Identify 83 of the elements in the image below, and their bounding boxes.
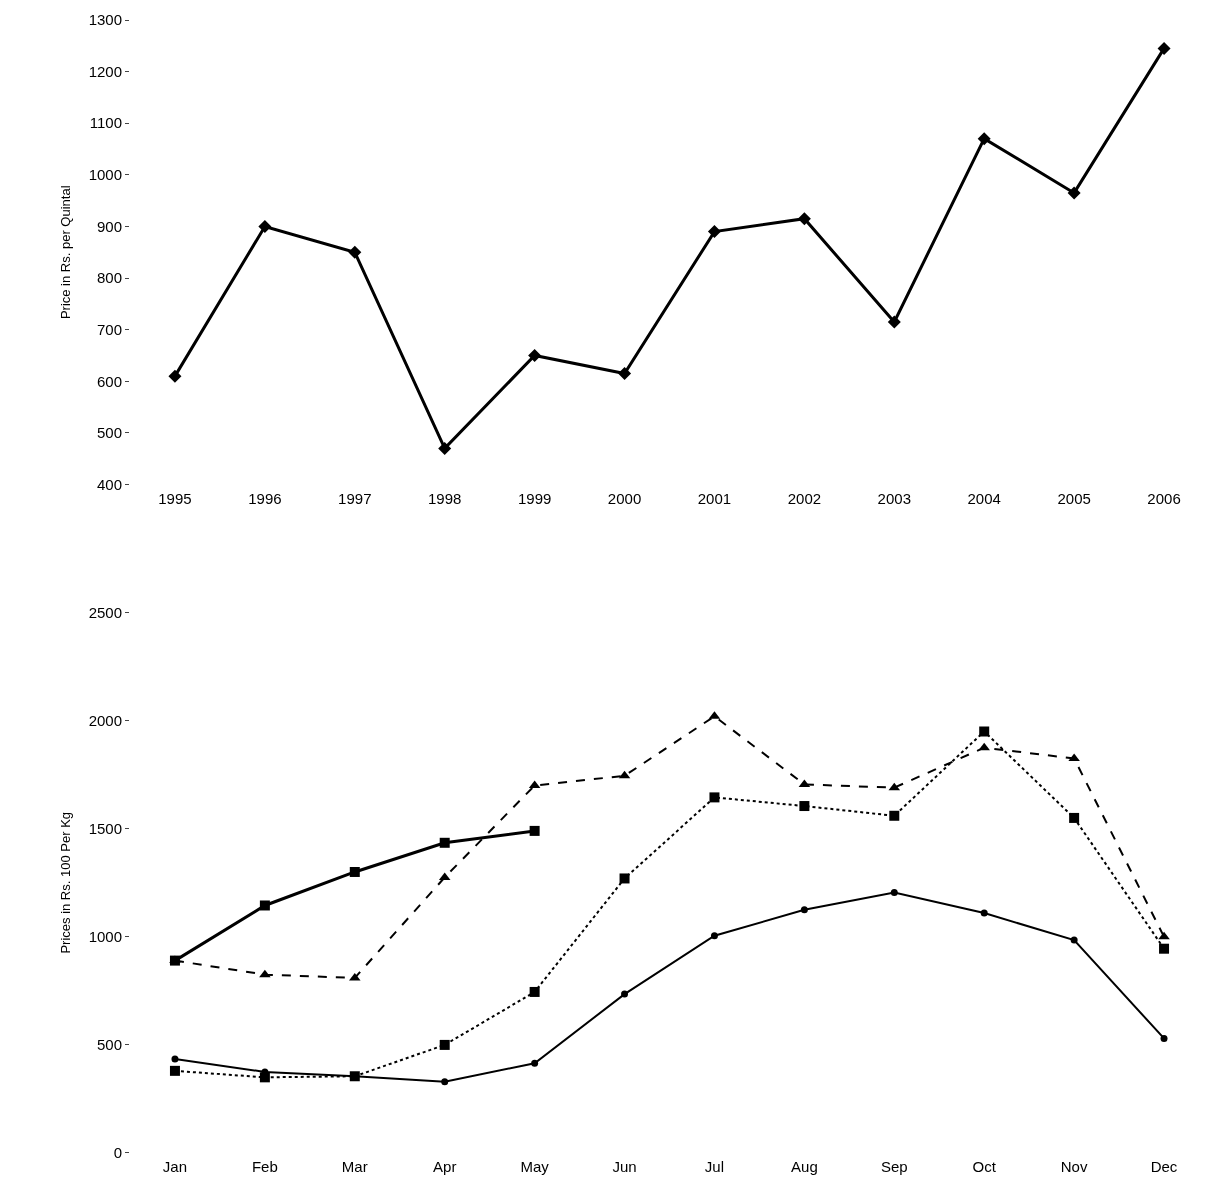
point [710, 932, 718, 940]
point [978, 742, 990, 751]
y-tick-label: 500 [96, 424, 122, 442]
y-axis-title: Price in Rs. per Quintal [57, 185, 73, 320]
x-tick-label: Jul [704, 1158, 725, 1175]
x-tick-label: 1997 [338, 489, 372, 507]
y-tick-label: 1100 [89, 114, 122, 132]
y-axis-title: Prices in Rs. 100 Per Kg [57, 811, 73, 954]
x-tick-label: 2000 [607, 489, 642, 507]
point [528, 348, 542, 362]
x-tick-label: May [520, 1158, 550, 1175]
point [977, 132, 991, 146]
x-tick-label: Mar [341, 1158, 368, 1175]
y-tick-label: 1200 [88, 62, 122, 80]
point [1067, 186, 1081, 200]
y-tick-label: 1300 [88, 11, 122, 29]
point [169, 1065, 180, 1076]
x-tick-label: Dec [1150, 1158, 1178, 1175]
x-tick-label: Nov [1060, 1158, 1088, 1175]
point [439, 1039, 450, 1050]
point [259, 900, 270, 911]
point [1160, 1034, 1168, 1042]
x-tick-label: 2003 [877, 489, 911, 507]
point [800, 906, 808, 914]
y-tick-label: 1000 [88, 166, 122, 184]
point [799, 801, 810, 812]
point [168, 369, 182, 383]
point [980, 909, 988, 917]
x-tick-label: Sep [880, 1158, 908, 1175]
y-tick-label: 0 [113, 1144, 122, 1162]
x-tick-label: Feb [251, 1158, 278, 1175]
x-tick-label: 2001 [697, 489, 732, 507]
x-tick-label: 2006 [1147, 489, 1181, 507]
x-tick-label: 2002 [787, 489, 822, 507]
point [890, 889, 898, 897]
point [1158, 931, 1170, 940]
point [171, 1055, 179, 1063]
point [258, 219, 272, 233]
point [1070, 936, 1078, 944]
x-tick-label: 1996 [248, 489, 282, 507]
point [797, 212, 811, 226]
y-tick-label: 2000 [88, 711, 122, 729]
point [709, 792, 720, 803]
y-tick-label: 800 [96, 269, 122, 287]
point [348, 245, 362, 259]
point [441, 1078, 449, 1086]
point [531, 1059, 539, 1067]
x-tick-label: 1998 [428, 489, 462, 507]
x-tick-label: 2004 [967, 489, 1001, 507]
point [438, 441, 452, 455]
y-tick-label: 400 [96, 475, 122, 493]
point [1157, 41, 1171, 55]
point [618, 367, 632, 381]
point [349, 972, 361, 981]
point [349, 866, 360, 877]
point [887, 315, 901, 329]
x-tick-label: Aug [791, 1158, 818, 1175]
x-tick-label: Jun [612, 1158, 637, 1175]
y-tick-label: 1500 [88, 819, 122, 837]
y-tick-label: 900 [96, 217, 122, 235]
y-tick-label: 2500 [88, 603, 122, 621]
point [1159, 943, 1170, 954]
point [619, 873, 630, 884]
point [529, 986, 540, 997]
y-tick-label: 700 [96, 320, 122, 338]
x-tick-label: Jan [162, 1158, 188, 1175]
x-tick-label: Apr [433, 1158, 457, 1175]
point [259, 1072, 270, 1083]
point [439, 837, 450, 848]
point [979, 726, 990, 737]
x-tick-label: 1999 [517, 489, 552, 507]
point [1069, 812, 1080, 823]
point [707, 225, 721, 239]
y-tick-label: 600 [96, 372, 122, 390]
point [621, 990, 629, 998]
x-tick-label: 2005 [1057, 489, 1091, 507]
y-tick-label: 1000 [88, 928, 122, 946]
point [259, 969, 271, 978]
x-tick-label: Oct [972, 1158, 997, 1175]
point [889, 810, 900, 821]
x-tick-label: 1995 [158, 489, 192, 507]
point [529, 825, 540, 836]
y-tick-label: 500 [96, 1036, 122, 1054]
